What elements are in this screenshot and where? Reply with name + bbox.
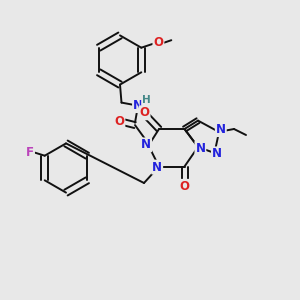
Text: O: O [114, 115, 124, 128]
Text: N: N [133, 99, 143, 112]
Text: O: O [140, 106, 150, 119]
Text: N: N [141, 138, 151, 152]
Text: N: N [195, 142, 206, 155]
Text: N: N [152, 160, 162, 174]
Text: H: H [142, 95, 151, 105]
Text: O: O [153, 36, 164, 49]
Text: N: N [212, 147, 222, 161]
Text: N: N [216, 123, 226, 136]
Text: O: O [179, 180, 190, 193]
Text: F: F [26, 146, 34, 159]
